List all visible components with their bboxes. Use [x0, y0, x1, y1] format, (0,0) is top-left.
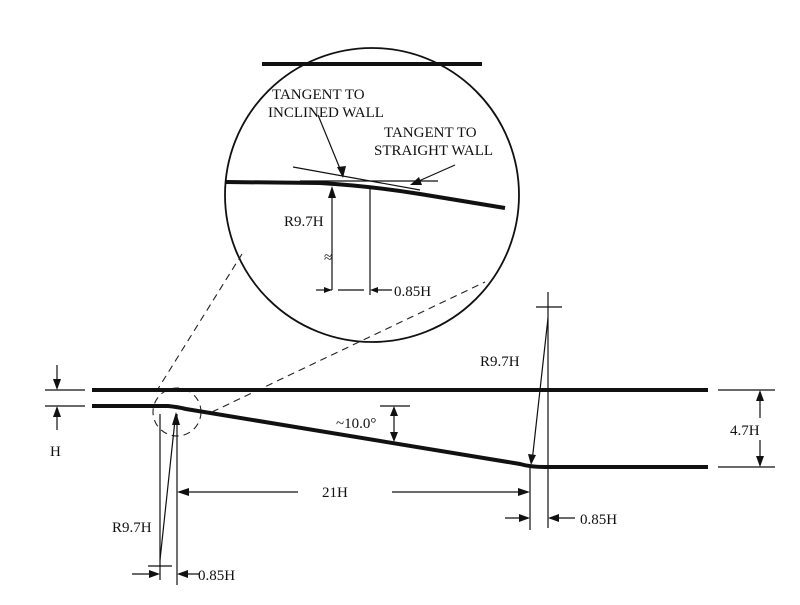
label-length: 21H — [322, 485, 348, 501]
detail-offset-arrow-left — [324, 287, 332, 293]
tangent-inclined-line — [292, 166, 421, 191]
label-left-offset: 0.85H — [198, 568, 235, 584]
callout-line-left — [155, 253, 243, 393]
left-radius-dimension: R9.7H 0.85H — [112, 412, 235, 584]
label-right-radius: R9.7H — [480, 354, 520, 370]
angle-arrow-top — [390, 406, 398, 416]
label-step-height: H — [50, 444, 61, 460]
length-arrow-left — [177, 488, 189, 496]
label-tangent-inclined-1: TANGENT TO — [272, 87, 365, 103]
right-radius-arrowhead — [528, 454, 536, 465]
angle-arrow-bottom — [390, 432, 398, 442]
height-arrow-bottom — [756, 456, 764, 467]
label-right-offset: 0.85H — [580, 512, 617, 528]
leader-inclined — [317, 114, 344, 177]
channel-walls — [92, 388, 708, 469]
label-left-radius: R9.7H — [112, 520, 152, 536]
step-height-dimension: H — [45, 365, 85, 460]
label-tangent-straight-2: STRAIGHT WALL — [374, 143, 493, 159]
detail-magnifier: ≈ TANGENT TO INCLINED WALL TANGENT TO ST… — [224, 47, 520, 343]
left-radius-arrowhead — [172, 412, 180, 425]
lower-wall — [92, 404, 708, 469]
right-radius-dimension: R9.7H 0.85H — [480, 292, 617, 528]
right-radius-leader — [531, 317, 549, 463]
length-dimension: 21H — [176, 414, 531, 585]
length-arrow-right — [518, 488, 530, 496]
height-arrow-top — [756, 390, 764, 401]
left-offset-arrow-left — [149, 570, 160, 578]
label-tangent-straight-1: TANGENT TO — [384, 125, 477, 141]
step-arrow-bottom-head — [53, 406, 61, 417]
label-detail-offset: 0.85H — [394, 284, 431, 300]
detail-circle — [224, 47, 520, 343]
detail-radius-arrowhead — [328, 186, 336, 198]
label-total-height: 4.7H — [730, 423, 760, 439]
detail-approx-symbol: ≈ — [324, 250, 332, 266]
right-offset-arrow-right — [548, 514, 559, 522]
label-tangent-inclined-2: INCLINED WALL — [268, 105, 384, 121]
leader-straight-arrowhead — [410, 177, 422, 185]
total-height-dimension: 4.7H — [718, 389, 775, 468]
step-arrow-top-head — [53, 379, 61, 390]
right-offset-arrow-left — [519, 514, 530, 522]
left-radius-leader — [159, 419, 176, 561]
leader-inclined-arrowhead — [337, 166, 346, 178]
angle-dimension: ~10.0° — [336, 405, 410, 442]
left-offset-arrow-right — [177, 570, 188, 578]
label-angle: ~10.0° — [336, 416, 376, 432]
label-detail-radius: R9.7H — [284, 214, 324, 230]
